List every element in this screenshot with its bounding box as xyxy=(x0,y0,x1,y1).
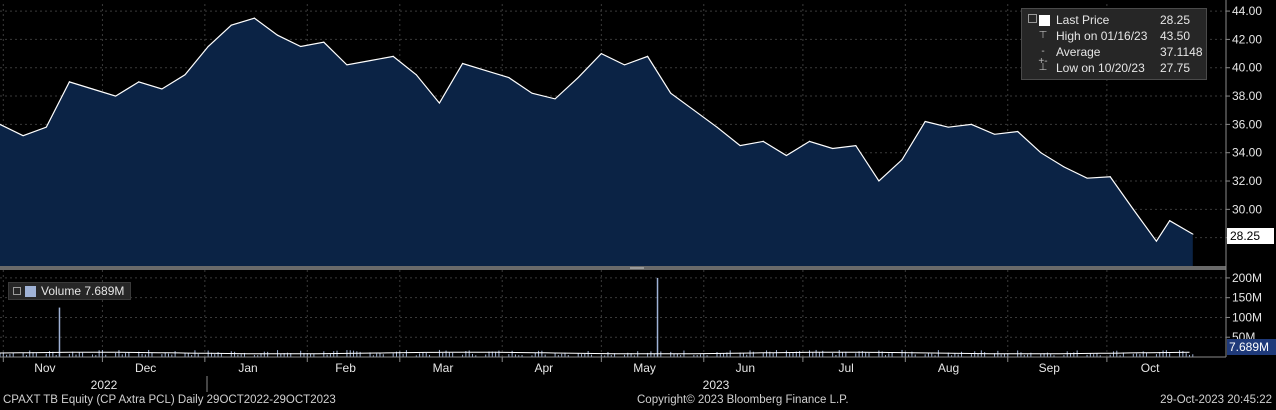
price-tick-label: 30.00 xyxy=(1232,202,1262,216)
volume-label: Volume xyxy=(41,284,82,298)
last-price-label: Last Price xyxy=(1056,13,1110,27)
month-label: Nov xyxy=(34,361,55,375)
low-label: Low on 10/20/23 xyxy=(1056,61,1145,75)
price-tick-label: 42.00 xyxy=(1232,32,1262,46)
month-label: Oct xyxy=(1141,361,1160,375)
price-legend: Last Price 28.25 ⊤ High on 01/16/23 43.5… xyxy=(1021,8,1207,80)
month-axis: Nov Dec Jan Feb Mar Apr May Jun Jul Aug Sep Oct xyxy=(2,357,1160,375)
price-line-series xyxy=(0,17,1194,243)
high-label: High on 01/16/23 xyxy=(1056,29,1148,43)
month-label: Jun xyxy=(736,361,755,375)
volume-badge: 7.689M xyxy=(1227,339,1276,355)
high-marker-icon: ⊤ xyxy=(1038,30,1048,41)
price-tick-label: 34.00 xyxy=(1232,146,1262,160)
volume-baseline xyxy=(0,351,1190,355)
volume-collapse-box[interactable] xyxy=(13,287,21,296)
year-axis: 2022 2023 xyxy=(91,378,730,392)
average-marker-icon: -+- xyxy=(1038,46,1048,67)
volume-legend: Volume 7.689M xyxy=(8,282,132,300)
month-label: Sep xyxy=(1039,361,1061,375)
price-tick-label: 36.00 xyxy=(1232,117,1262,131)
month-label: Feb xyxy=(335,361,356,375)
average-value: 37.1148 xyxy=(1160,45,1203,59)
price-tick-label: 44.00 xyxy=(1232,4,1262,18)
month-label: Dec xyxy=(135,361,156,375)
last-price-swatch xyxy=(1039,15,1050,26)
volume-value: 7.689M xyxy=(84,284,125,298)
month-label: Jul xyxy=(838,361,853,375)
price-tick-label: 38.00 xyxy=(1232,89,1262,103)
last-price-badge: 28.25 xyxy=(1227,228,1274,244)
volume-tick-label: 150M xyxy=(1232,291,1262,305)
last-price-value: 28.25 xyxy=(1160,13,1191,27)
price-axis: 28.0030.0032.0034.0036.0038.0040.0042.00… xyxy=(1226,4,1262,245)
footer-copyright: Copyright© 2023 Bloomberg Finance L.P. xyxy=(637,394,849,406)
panel-divider[interactable] xyxy=(0,266,1226,270)
volume-tick-label: 200M xyxy=(1232,271,1262,285)
average-label: Average xyxy=(1056,45,1101,59)
month-label: Jan xyxy=(238,361,257,375)
footer-ticker: CPAXT TB Equity (CP Axtra PCL) Daily 29O… xyxy=(3,394,336,406)
volume-swatch xyxy=(25,286,36,298)
high-value: 43.50 xyxy=(1160,29,1191,43)
low-marker-icon: ⊥ xyxy=(1038,62,1048,73)
year-label: 2023 xyxy=(703,378,730,392)
footer: CPAXT TB Equity (CP Axtra PCL) Daily 29O… xyxy=(0,393,1276,410)
price-tick-label: 40.00 xyxy=(1232,61,1262,75)
price-area-fill xyxy=(0,18,1193,267)
month-label: Aug xyxy=(938,361,959,375)
legend-collapse-box[interactable] xyxy=(1028,14,1037,23)
volume-tick-label: 100M xyxy=(1232,310,1262,324)
month-label: Apr xyxy=(534,361,553,375)
legend-row-high: ⊤ High on 01/16/23 43.50 xyxy=(1022,28,1206,44)
month-label: Mar xyxy=(433,361,454,375)
low-value: 27.75 xyxy=(1160,61,1191,75)
legend-row-last-price: Last Price 28.25 xyxy=(1022,12,1206,28)
month-label: May xyxy=(633,361,656,375)
legend-row-average: -+- Average 37.1148 xyxy=(1022,44,1206,67)
volume-gridlines xyxy=(0,270,1226,357)
price-tick-label: 32.00 xyxy=(1232,174,1262,188)
divider-grip xyxy=(630,267,644,269)
legend-row-low: ⊥ Low on 10/20/23 27.75 xyxy=(1022,60,1206,76)
year-label: 2022 xyxy=(91,378,118,392)
footer-timestamp: 29-Oct-2023 20:45:22 xyxy=(1160,394,1272,406)
